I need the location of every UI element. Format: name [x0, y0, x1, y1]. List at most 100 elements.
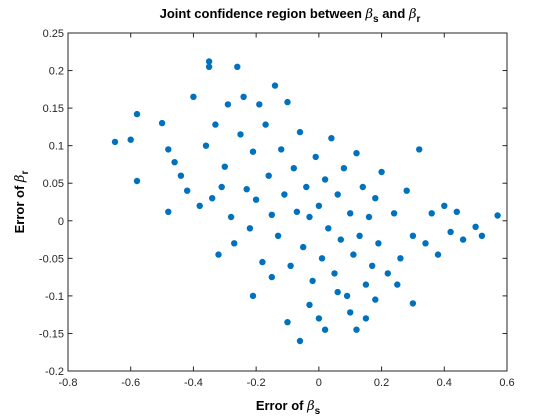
scatter-point — [359, 183, 366, 191]
scatter-point — [218, 183, 225, 191]
x-tick-label: -0.2 — [247, 377, 266, 389]
scatter-point — [221, 163, 228, 170]
scatter-point — [190, 93, 197, 101]
y-tick-label: 0.2 — [49, 66, 64, 78]
scatter-point — [318, 255, 326, 262]
scatter-point — [362, 281, 370, 288]
scatter-point — [384, 270, 391, 277]
scatter-point — [340, 165, 348, 172]
scatter-point — [372, 195, 379, 202]
scatter-point — [133, 110, 141, 118]
scatter-point — [369, 262, 376, 269]
scatter-point — [237, 131, 244, 138]
scatter-point — [271, 82, 279, 89]
scatter-point — [356, 232, 363, 239]
scatter-point — [231, 240, 238, 247]
scatter-point — [212, 121, 219, 128]
scatter-point — [290, 165, 297, 172]
x-tick-label: -0.6 — [121, 377, 140, 389]
y-tick-label: 0.1 — [49, 141, 64, 153]
ylabel-sub: r — [20, 171, 31, 175]
x-axis-title: Error of βs — [256, 398, 321, 417]
y-axis-title: Error of βr — [12, 171, 31, 234]
scatter-point — [331, 270, 338, 277]
plot-frame — [67, 32, 508, 372]
title-beta-r: β — [408, 7, 417, 22]
xlabel-beta: β — [306, 399, 315, 414]
scatter-point — [397, 255, 404, 262]
scatter-point — [447, 228, 454, 236]
scatter-point — [256, 101, 263, 108]
y-tick-label: 0.25 — [43, 28, 64, 40]
scatter-point — [249, 292, 257, 300]
y-tick-label: 0.05 — [43, 178, 64, 190]
scatter-point — [177, 172, 185, 179]
scatter-point — [281, 191, 288, 198]
y-tick-label: 0.15 — [43, 103, 64, 115]
points-layer — [111, 58, 501, 345]
scatter-point — [205, 58, 213, 65]
title-sub-r: r — [416, 14, 420, 25]
scatter-point — [306, 301, 313, 309]
scatter-point — [328, 135, 335, 142]
y-tick-label: 0 — [58, 216, 64, 228]
scatter-point — [246, 225, 254, 232]
x-tick-label: 0 — [316, 377, 322, 389]
title-prefix: Joint confidence region between — [160, 6, 366, 21]
scatter-point — [321, 326, 329, 333]
scatter-point — [394, 281, 401, 288]
scatter-point — [111, 138, 119, 146]
scatter-point — [268, 211, 275, 218]
x-tick-label: 0.2 — [374, 377, 389, 389]
scatter-point — [133, 177, 141, 185]
scatter-point — [287, 262, 294, 269]
scatter-point — [215, 251, 222, 258]
y-tick-label: -0.2 — [45, 366, 64, 378]
scatter-point — [353, 150, 360, 157]
scatter-point — [378, 168, 385, 176]
scatter-point — [265, 172, 272, 179]
scatter-point — [362, 315, 370, 322]
scatter-point — [205, 63, 213, 70]
scatter-point — [459, 236, 467, 243]
scatter-point — [321, 176, 329, 183]
scatter-point — [209, 195, 216, 202]
scatter-point — [296, 128, 304, 136]
scatter-point — [337, 236, 344, 243]
scatter-point — [494, 212, 501, 219]
scatter-point — [249, 148, 257, 155]
scatter-point — [240, 93, 247, 101]
scatter-point — [127, 136, 134, 143]
scatter-point — [416, 146, 423, 153]
scatter-point — [165, 208, 172, 215]
scatter-point — [428, 210, 435, 217]
scatter-point — [306, 213, 313, 221]
y-tick-label: -0.1 — [45, 291, 64, 303]
scatter-point — [315, 315, 323, 322]
ylabel-prefix: Error of — [12, 182, 27, 233]
scatter-point — [312, 153, 319, 161]
scatter-point — [274, 232, 282, 239]
scatter-point — [196, 202, 203, 209]
title-beta-s: β — [365, 7, 374, 22]
scatter-point — [184, 187, 191, 194]
scatter-point — [343, 292, 351, 300]
scatter-point — [325, 225, 332, 232]
scatter-point — [434, 251, 442, 258]
scatter-point — [268, 273, 275, 281]
scatter-point — [372, 296, 379, 303]
scatter-point — [390, 210, 398, 217]
scatter-point — [300, 243, 307, 251]
scatter-point — [309, 277, 316, 285]
xlabel-prefix: Error of — [256, 398, 307, 413]
scatter-point — [365, 213, 373, 221]
scatter-point — [409, 232, 417, 239]
title-sub-s: s — [373, 14, 379, 25]
scatter-point — [202, 142, 210, 149]
chart-title: Joint confidence region between βs and β… — [160, 6, 421, 25]
scatter-point — [171, 159, 178, 166]
scatter-point — [284, 98, 291, 106]
scatter-point — [334, 191, 341, 198]
scatter-point — [334, 288, 341, 296]
